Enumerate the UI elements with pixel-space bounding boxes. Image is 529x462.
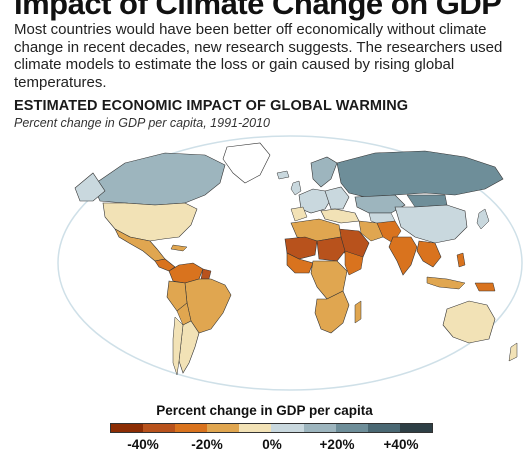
country-papua [474, 282, 496, 292]
country-eastern-europe [324, 186, 350, 210]
country-indonesia [426, 276, 466, 290]
country-sahel-east [316, 236, 346, 262]
country-philippines [456, 252, 466, 268]
country-iceland [276, 170, 290, 180]
country-southern-africa [314, 290, 350, 334]
legend-tick-label: -20% [191, 437, 223, 452]
legend-swatch [239, 424, 272, 432]
country-southeast-asia [416, 240, 442, 268]
headline: Impact of Climate Change on GDP [14, 0, 502, 21]
country-japan [476, 208, 490, 230]
legend-swatch [143, 424, 176, 432]
country-madagascar [354, 300, 362, 324]
legend-swatch [175, 424, 208, 432]
country-india [388, 236, 418, 276]
country-new-zealand [508, 342, 518, 362]
country-china [394, 204, 468, 244]
legend-tick-label: 0% [262, 437, 282, 452]
country-canada [92, 152, 226, 206]
country-alaska [74, 172, 106, 202]
country-chile [172, 316, 184, 376]
country-uk [290, 180, 302, 196]
country-iberia [290, 206, 308, 222]
legend-swatch [335, 424, 368, 432]
map-title: ESTIMATED ECONOMIC IMPACT OF GLOBAL WARM… [14, 98, 409, 114]
article-dek: Most countries would have been better of… [14, 21, 503, 91]
legend-swatch [303, 424, 336, 432]
legend-swatch [207, 424, 240, 432]
legend-tick-label: -40% [127, 437, 159, 452]
country-iran [358, 220, 384, 242]
legend-title: Percent change in GDP per capita [156, 403, 373, 418]
legend-swatch [399, 424, 432, 432]
country-scandinavia [310, 156, 338, 188]
country-west-africa [286, 252, 314, 274]
country-colombia-venezuela [168, 262, 204, 284]
legend-swatch [367, 424, 400, 432]
legend-tick-label: +40% [383, 437, 419, 452]
map-subtitle: Percent change in GDP per capita, 1991-2… [14, 116, 270, 130]
legend-swatch [111, 424, 144, 432]
legend-color-bar [110, 423, 433, 433]
legend-swatch [271, 424, 304, 432]
world-map [55, 133, 525, 393]
country-guyana [200, 268, 212, 280]
country-australia [442, 300, 496, 344]
world-map-svg [57, 135, 523, 391]
country-horn-of-africa [344, 250, 364, 276]
country-greenland [222, 142, 271, 184]
country-cuba [170, 244, 188, 252]
country-russia [336, 150, 504, 198]
legend-tick-label: +20% [319, 437, 355, 452]
